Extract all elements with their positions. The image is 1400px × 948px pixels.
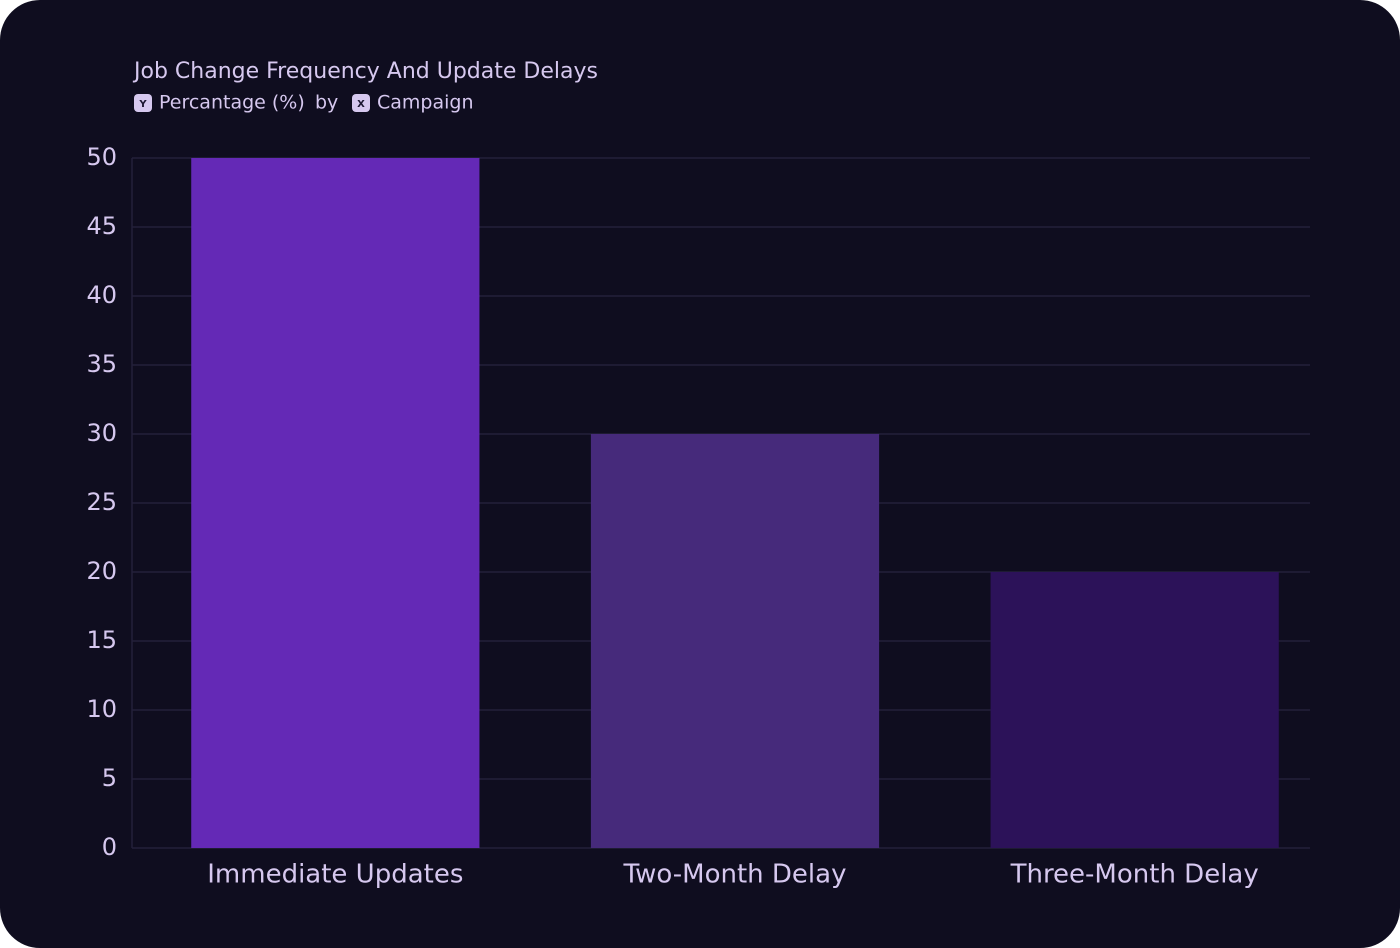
y-badge-box [134, 94, 152, 112]
bar [990, 572, 1279, 848]
connector: by [315, 92, 338, 114]
y-tick-label: 5 [102, 764, 117, 792]
x-label: Campaign [377, 92, 474, 114]
y-tick-label: 40 [86, 281, 117, 309]
x-tick-label: Two-Month Delay [623, 860, 847, 890]
bar [191, 158, 480, 848]
y-label: Percantage (%) [159, 92, 305, 114]
x-badge-box [352, 94, 370, 112]
y-tick-label: 50 [86, 143, 117, 171]
y-tick-label: 10 [86, 695, 117, 723]
x-badge: X [357, 99, 365, 110]
chart-title: Job Change Frequency And Update Delays [132, 59, 598, 84]
y-tick-label: 25 [86, 488, 117, 516]
bar [590, 434, 880, 848]
y-badge: Y [138, 99, 147, 110]
y-tick-label: 45 [86, 212, 117, 240]
y-tick-label: 35 [86, 350, 117, 378]
y-tick-label: 0 [102, 833, 117, 861]
x-tick-label: Immediate Updates [207, 860, 463, 890]
x-tick-label: Three-Month Delay [1010, 860, 1259, 890]
y-tick-label: 30 [86, 419, 117, 447]
y-tick-label: 15 [86, 626, 117, 654]
y-tick-label: 20 [86, 557, 117, 585]
